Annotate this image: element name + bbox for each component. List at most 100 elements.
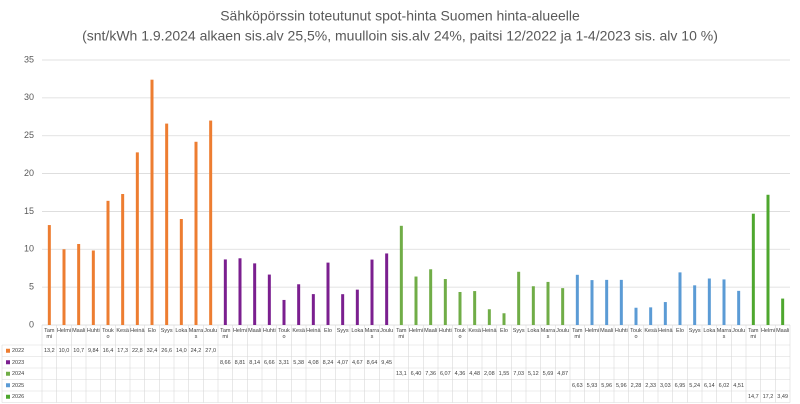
legend-label: 2023 (12, 359, 25, 366)
data-label: 3,49 (777, 394, 789, 400)
bar (106, 200, 110, 325)
data-label: 6,95 (674, 382, 686, 389)
bar (517, 271, 521, 325)
data-label: 13,2 (43, 348, 55, 354)
x-tick-label: Heinä (130, 328, 145, 334)
data-label: 3,03 (659, 382, 671, 389)
data-label: 10,7 (73, 348, 85, 354)
data-label: 24,2 (190, 348, 202, 354)
x-tick-label: Marras (188, 328, 204, 340)
x-tick-label: Syys (336, 328, 349, 334)
bar (575, 274, 579, 325)
bar (62, 249, 66, 325)
bar (370, 259, 374, 325)
x-tick-label: Syys (512, 328, 525, 334)
data-label: 4,51 (733, 382, 745, 389)
data-label: 13,1 (395, 371, 407, 377)
legend-swatch (6, 371, 10, 376)
x-tick-label: Touko (454, 328, 466, 340)
data-label: 2,33 (645, 382, 657, 389)
chart-title: Sähköpörssin toteutunut spot-hinta Suome… (220, 8, 580, 24)
bar (91, 250, 95, 325)
data-label: 5,38 (293, 359, 305, 366)
bar (121, 194, 125, 325)
bar (502, 313, 506, 325)
x-tick-label: Helmi (56, 328, 72, 334)
x-tick-label: Marras (716, 328, 732, 340)
data-label: 17,3 (117, 348, 129, 354)
bar (355, 289, 359, 325)
x-tick-label: Kesä (468, 328, 481, 334)
bar (707, 278, 711, 325)
x-tick-label: Touko (278, 328, 290, 340)
data-label: 4,08 (307, 359, 319, 366)
bar (678, 272, 682, 325)
y-tick-label: 0 (29, 319, 34, 329)
x-tick-label: Huhti (614, 328, 628, 334)
x-tick-label: Tammi (220, 328, 231, 340)
x-tick-label: Elo (676, 328, 684, 334)
x-tick-label: Touko (102, 328, 114, 340)
data-label: 2,08 (483, 371, 495, 377)
data-label: 2,28 (630, 382, 642, 389)
x-tick-label: Marras (540, 328, 556, 340)
x-tick-label: Elo (324, 328, 332, 334)
x-tick-label: Touko (630, 328, 642, 340)
data-label: 7,03 (513, 371, 525, 377)
x-tick-label: Loka (351, 328, 364, 334)
x-tick-label: Tammi (748, 328, 759, 340)
chart-subtitle: (snt/kWh 1.9.2024 alkaen sis.alv 25,5%, … (82, 28, 718, 44)
bar (663, 302, 667, 325)
legend-swatch (6, 383, 10, 388)
data-label: 4,48 (469, 371, 481, 377)
bar (693, 285, 697, 325)
bar (179, 219, 183, 325)
data-label: 5,69 (542, 371, 554, 377)
legend-label: 2025 (12, 382, 25, 389)
x-tick-label: Maali (248, 328, 262, 334)
bar (634, 307, 638, 325)
x-tick-label: Huhti (262, 328, 276, 334)
bar (135, 152, 139, 325)
data-label: 27,0 (205, 348, 217, 354)
bar (165, 123, 169, 325)
bar (722, 279, 726, 325)
bar (150, 79, 154, 325)
x-tick-label: Kesä (116, 328, 129, 334)
data-label: 9,45 (381, 359, 393, 366)
data-label: 5,93 (586, 382, 598, 389)
bar (238, 258, 242, 325)
x-tick-label: Kesä (292, 328, 305, 334)
x-tick-label: Elo (500, 328, 508, 334)
data-label: 14,7 (747, 394, 759, 400)
legend-swatch (6, 348, 10, 353)
data-label: 6,14 (703, 382, 715, 389)
x-tick-label: Helmi (232, 328, 248, 334)
data-label: 6,40 (410, 371, 422, 377)
data-label: 5,12 (527, 371, 539, 377)
bar (590, 280, 594, 325)
data-label: 26,6 (161, 348, 173, 354)
x-tick-label: Tammi (44, 328, 55, 340)
x-tick-label: Tammi (396, 328, 407, 340)
data-label: 4,36 (454, 371, 466, 377)
x-tick-label: Kesä (644, 328, 657, 334)
bar (561, 288, 565, 325)
bar (473, 291, 477, 325)
legend-swatch (6, 394, 10, 399)
data-label: 9,84 (87, 348, 99, 354)
data-label: 6,63 (571, 382, 583, 389)
data-label: 32,4 (146, 348, 158, 354)
x-tick-label: Maali (776, 328, 790, 334)
x-tick-label: Huhti (438, 328, 452, 334)
x-tick-label: Syys (688, 328, 701, 334)
data-label: 4,87 (557, 371, 569, 377)
x-tick-label: Joulu (380, 328, 394, 334)
data-label: 5,96 (601, 382, 613, 389)
x-tick-label: Joulu (204, 328, 218, 334)
bar (751, 213, 755, 325)
bar (194, 141, 198, 325)
y-tick-label: 20 (24, 168, 34, 178)
